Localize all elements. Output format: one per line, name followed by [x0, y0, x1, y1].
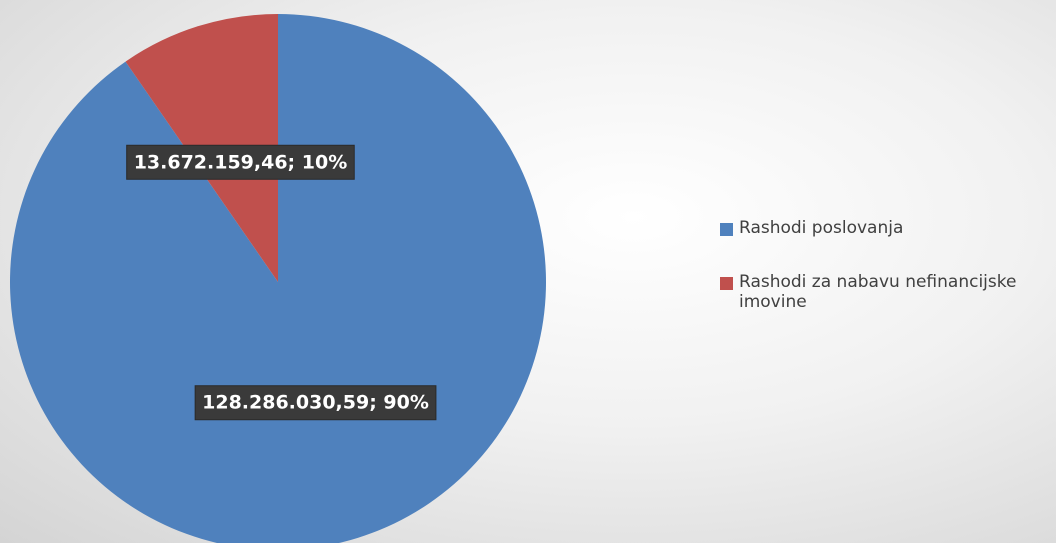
data-label-box	[194, 385, 437, 421]
data-label: 128.286.030,59; 90%	[194, 385, 437, 421]
data-label-text: 13.672.159,46; 10%	[134, 151, 348, 173]
data-label: 13.672.159,46; 10%	[126, 144, 355, 180]
legend-swatch	[720, 223, 733, 236]
legend: Rashodi poslovanja Rashodi za nabavu nefi…	[720, 218, 1050, 346]
legend-label: Rashodi poslovanja	[739, 218, 904, 238]
legend-label: Rashodi za nabavu nefinancijske imovine	[739, 272, 1017, 312]
data-label-box	[126, 144, 355, 180]
legend-swatch	[720, 277, 733, 290]
legend-item: Rashodi za nabavu nefinancijske imovine	[720, 272, 1050, 312]
legend-item: Rashodi poslovanja	[720, 218, 1050, 238]
data-label-text: 128.286.030,59; 90%	[202, 392, 429, 414]
